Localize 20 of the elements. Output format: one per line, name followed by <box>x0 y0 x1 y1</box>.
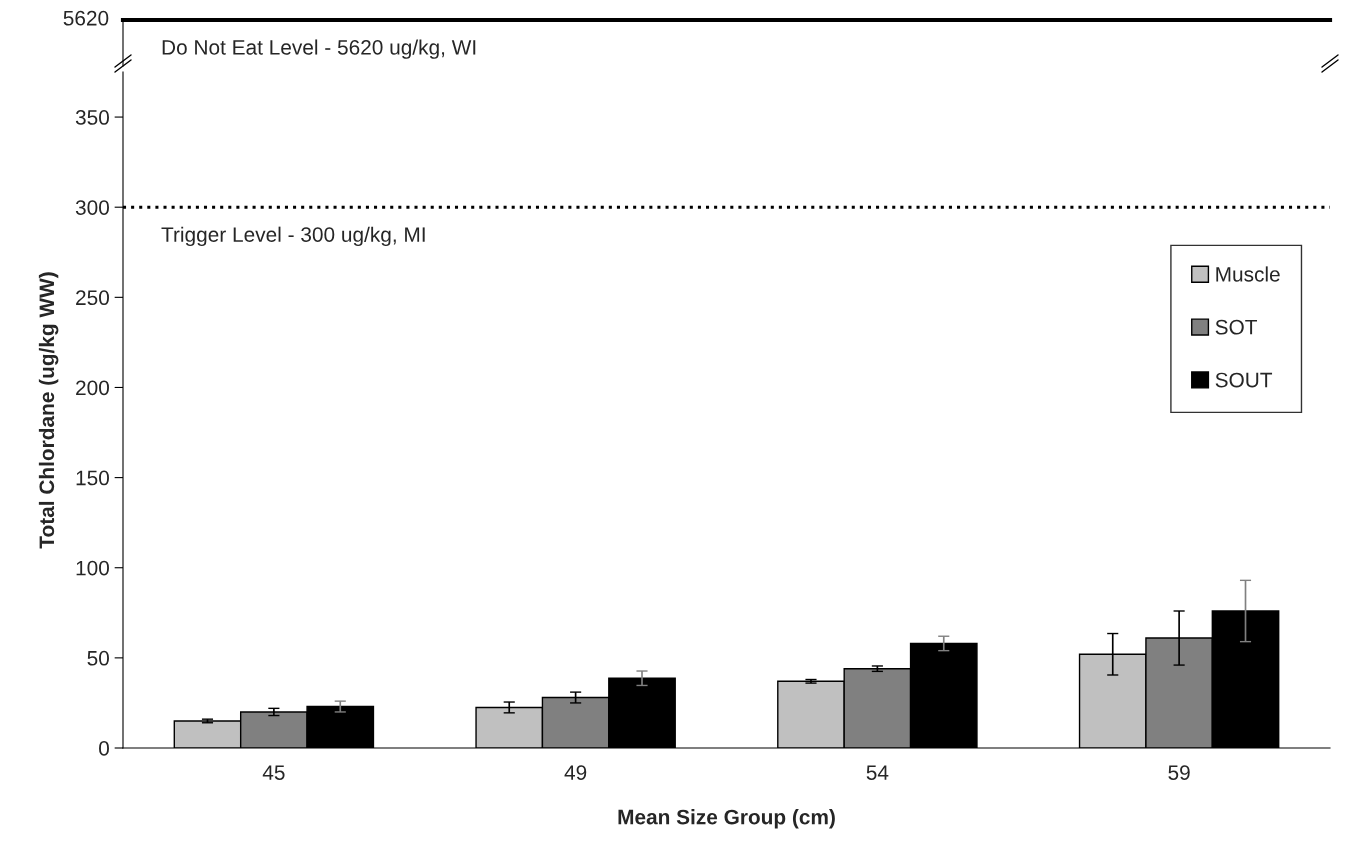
y-tick-label: 250 <box>76 290 109 306</box>
x-tick-label: 59 <box>1168 765 1190 780</box>
legend-label: SOT <box>1215 319 1258 335</box>
x-tick-label: 45 <box>262 765 285 780</box>
text: Do Not Eat Level - 5620 ug/kg, WI <box>162 39 476 59</box>
y-tick-label: 150 <box>76 470 109 486</box>
x-axis-title: Mean Size Group (cm) <box>618 809 835 829</box>
y-axis-title: Total Chlordane (ug/kg WW) <box>38 272 59 549</box>
y-tick-label: 50 <box>87 650 109 666</box>
y-tick-label: 100 <box>76 560 109 576</box>
legend-label: SOUT <box>1215 372 1273 388</box>
y-tick-label: 300 <box>75 200 109 215</box>
y-tick-label: 0 <box>99 741 109 756</box>
y-tick-label: 200 <box>76 380 109 396</box>
text: 5620 <box>63 10 109 26</box>
legend-label: Muscle <box>1216 266 1280 282</box>
x-tick-label: 49 <box>564 765 587 780</box>
ref-line-label: Trigger Level - 300 ug/kg, MI <box>161 226 425 247</box>
y-tick-label: 350 <box>75 110 109 125</box>
x-tick-label: 54 <box>866 765 889 780</box>
